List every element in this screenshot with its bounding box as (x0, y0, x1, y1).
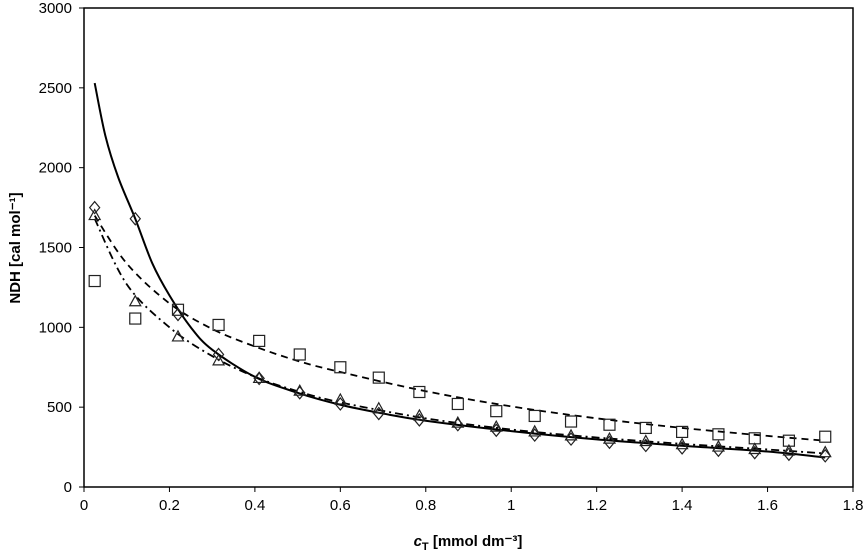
square-point (334, 361, 347, 374)
triangle-point (528, 424, 542, 437)
square-point (88, 274, 101, 288)
diamond-point (640, 438, 652, 453)
square-point (413, 385, 426, 399)
square-point (490, 405, 503, 418)
triangle-point (639, 434, 653, 447)
x-tick-label: 0.6 (330, 497, 351, 514)
diamond-point (334, 397, 347, 411)
triangle-point (293, 383, 307, 396)
y-tick-label: 500 (47, 399, 72, 416)
diamond-point (413, 413, 426, 427)
triangle-point (748, 442, 762, 455)
triangle-point (212, 353, 226, 366)
triangle-point (333, 392, 347, 405)
y-tick-label: 2000 (39, 160, 72, 177)
square-point (819, 430, 832, 443)
triangle-point (602, 431, 616, 444)
x-tick-label: 0.4 (244, 497, 265, 514)
diamond-point (373, 406, 385, 421)
x-tick-label: 1.8 (843, 497, 864, 514)
square-point (451, 397, 464, 411)
triangle-point (782, 443, 796, 456)
x-tick-label: 0 (80, 497, 88, 514)
y-tick-label: 3000 (39, 0, 72, 17)
x-tick-label: 1.4 (672, 497, 693, 514)
triangle-point (412, 408, 426, 421)
y-tick-label: 0 (64, 479, 72, 496)
square-point (372, 371, 385, 384)
square-point (712, 428, 725, 441)
diamond-point (172, 307, 184, 322)
triangle-point (451, 415, 465, 428)
square-point (293, 348, 306, 361)
square-point (129, 312, 142, 325)
plot-frame (83, 7, 854, 488)
triangle-point (88, 208, 102, 221)
triangle-point (711, 439, 725, 452)
diamond-point (129, 211, 142, 226)
square-point (603, 418, 616, 431)
square-point (564, 415, 578, 428)
diamond-point (88, 200, 101, 215)
triangle-point (489, 419, 503, 432)
y-tick-label: 1500 (39, 240, 72, 257)
square-point (676, 425, 689, 439)
x-tick-label: 1.6 (757, 497, 778, 514)
diamond-point (253, 371, 265, 386)
x-tick-label: 0.2 (159, 497, 180, 514)
triangle-point (675, 437, 689, 450)
square-point (212, 318, 225, 332)
triangle-point (818, 445, 832, 458)
y-axis-label: NDH [cal mol⁻¹] (7, 192, 24, 303)
diamond-point (212, 347, 225, 362)
dashdot-fit-line (93, 218, 826, 455)
square-point (171, 303, 185, 316)
solid-fit-line (93, 82, 826, 459)
x-tick-label: 1.2 (586, 497, 607, 514)
square-point (253, 334, 266, 348)
square-point (639, 421, 652, 435)
triangle-point (128, 294, 142, 307)
square-point (528, 409, 541, 423)
x-tick-label: 1 (507, 497, 515, 514)
x-axis-label: cT [mmol dm⁻³] (414, 533, 523, 553)
triangle-point (564, 428, 578, 441)
triangle-point (171, 329, 185, 342)
y-tick-label: 1000 (39, 319, 72, 336)
y-tick-label: 2500 (39, 80, 72, 97)
square-point (748, 432, 761, 445)
triangle-point (372, 401, 386, 414)
triangle-point (252, 371, 266, 384)
x-tick-label: 0.8 (415, 497, 436, 514)
